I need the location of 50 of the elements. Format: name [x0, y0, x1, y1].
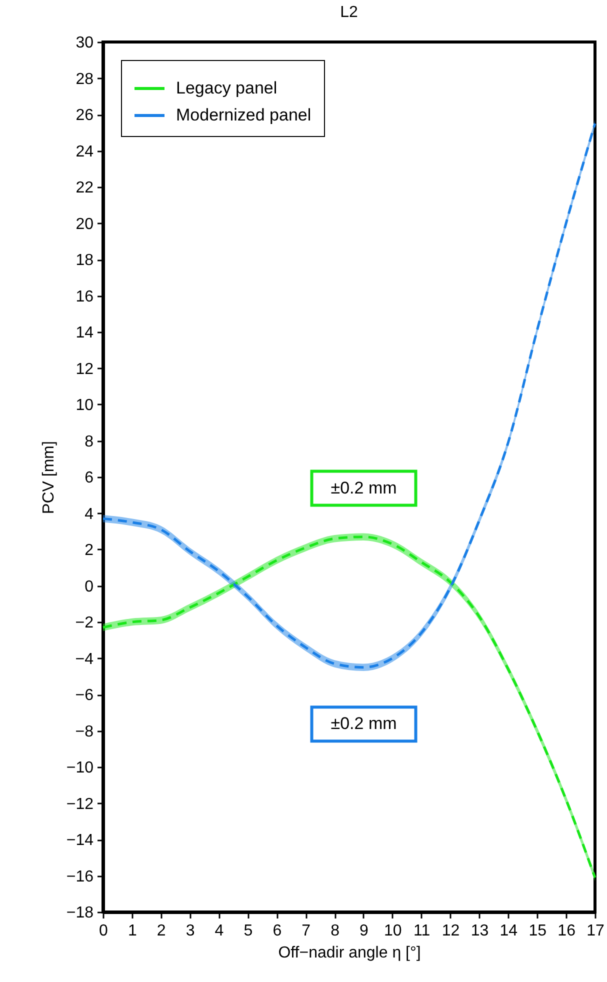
x-tick-label: 12 [442, 922, 460, 940]
x-tick-label: 15 [528, 922, 547, 940]
x-tick-label: 2 [156, 922, 166, 940]
legend-label: Legacy panel [176, 78, 278, 98]
y-tick-label: 6 [84, 470, 94, 486]
y-tick-label: −12 [66, 796, 94, 813]
x-tick-label: 8 [330, 922, 340, 940]
x-axis-title: Off−nadir angle η [°] [278, 944, 421, 962]
x-tick-label: 1 [128, 922, 137, 940]
y-tick-label: 24 [76, 143, 94, 160]
y-tick-label: −6 [75, 687, 94, 704]
y-tick-label: −14 [66, 832, 94, 849]
legend-label: Modernized panel [176, 106, 312, 124]
y-tick-label: −16 [66, 868, 94, 886]
x-tick-label: 4 [214, 922, 224, 940]
x-tick-label: 14 [500, 922, 518, 940]
y-tick-label: −8 [75, 723, 94, 740]
x-tick-label: 17 [586, 922, 604, 940]
x-tick-label: 5 [244, 922, 253, 940]
y-tick-label: 16 [76, 288, 94, 306]
y-axis-title: PCV [mm] [40, 441, 58, 514]
x-tick-label: 0 [99, 922, 108, 940]
y-tick-label: 28 [76, 70, 94, 88]
y-tick-label: 10 [76, 397, 94, 414]
x-tick-label: 10 [384, 922, 402, 940]
y-tick-label: 8 [84, 433, 94, 450]
y-tick-label: 26 [76, 107, 94, 124]
annotation: ±0.2 mm [330, 478, 397, 498]
x-tick-label: 13 [470, 922, 489, 940]
annotation: ±0.2 mm [330, 714, 397, 734]
x-tick-label: 3 [186, 922, 195, 940]
y-tick-label: 4 [84, 506, 94, 523]
x-tick-label: 9 [360, 922, 369, 940]
y-tick-label: 14 [76, 324, 94, 342]
y-tick-label: −10 [66, 760, 94, 776]
x-tick-label: 6 [272, 922, 282, 940]
y-tick-label: −18 [66, 904, 94, 922]
y-tick-label: 2 [84, 542, 94, 559]
y-tick-label: 18 [76, 252, 94, 269]
x-tick-label: 16 [558, 922, 576, 940]
x-tick-label: 7 [302, 922, 311, 940]
y-tick-label: −2 [75, 614, 94, 632]
y-tick-label: 20 [76, 216, 94, 233]
y-tick-label: 22 [76, 180, 94, 196]
y-tick-label: 12 [76, 360, 94, 378]
y-tick-label: −4 [75, 650, 94, 668]
y-tick-label: 0 [84, 578, 94, 596]
x-tick-label: 11 [414, 922, 430, 940]
y-tick-label: 30 [76, 34, 94, 52]
chart-title: L2 [340, 4, 358, 21]
